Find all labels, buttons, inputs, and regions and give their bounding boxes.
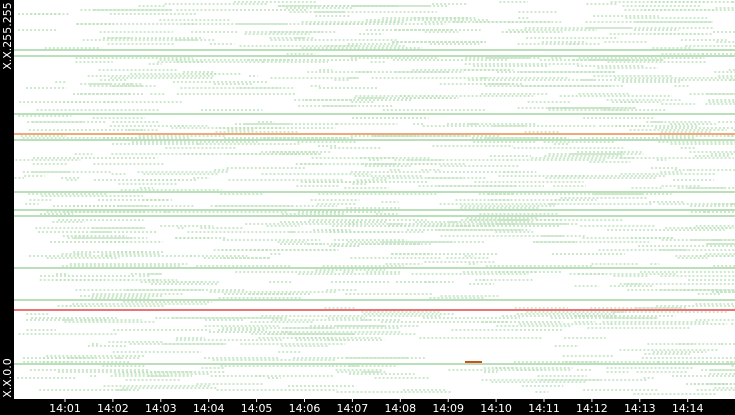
x-axis-labels: 14:01 14:02 14:03 14:04 14:05 14:06 14:07 14:08…: [49, 399, 704, 415]
x-axis-bar: [0, 399, 735, 415]
x-tick-label: 14:08: [384, 402, 416, 415]
x-tick-label: 14:03: [145, 402, 177, 415]
x-tick-label: 14:12: [576, 402, 608, 415]
x-tick-label: 14:01: [49, 402, 81, 415]
x-tick-label: 14:09: [432, 402, 464, 415]
x-tick-label: 14:13: [624, 402, 656, 415]
x-tick-label: 14:05: [241, 402, 273, 415]
x-tick-label: 14:11: [528, 402, 560, 415]
y-bottom-label: X.X.0.0: [1, 358, 14, 398]
x-tick-label: 14:02: [97, 402, 129, 415]
x-tick-label: 14:10: [480, 402, 512, 415]
y-top-label: X.X.255.255: [1, 2, 14, 70]
traffic-texture: [14, 1, 735, 395]
y-axis-bar: [0, 0, 14, 415]
x-tick-label: 14:07: [337, 402, 369, 415]
x-tick-label: 14:04: [193, 402, 225, 415]
x-tick-label: 14:06: [289, 402, 321, 415]
x-tick-label: 14:14: [672, 402, 704, 415]
